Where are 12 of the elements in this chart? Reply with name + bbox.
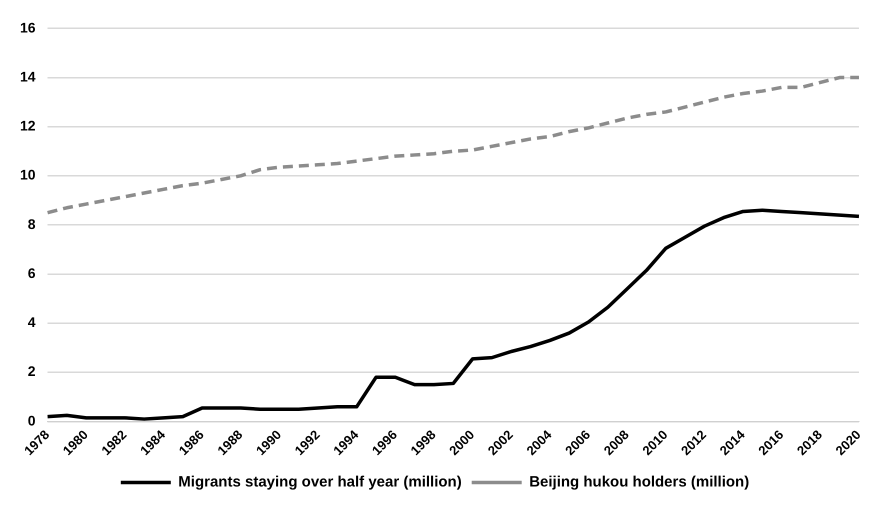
y-tick-label: 16	[20, 19, 36, 36]
legend-label: Beijing hukou holders (million)	[529, 474, 750, 491]
y-tick-label: 12	[20, 118, 36, 134]
y-tick-label: 8	[28, 216, 36, 232]
y-tick-label: 2	[28, 363, 36, 380]
legend-label: Migrants staying over half year (million)	[178, 474, 462, 491]
y-tick-label: 10	[20, 166, 36, 183]
y-tick-label: 0	[28, 412, 36, 428]
y-tick-label: 14	[20, 68, 36, 84]
y-tick-label: 6	[28, 264, 36, 281]
line-series	[46, 76, 861, 214]
y-tick-label: 4	[28, 314, 36, 330]
